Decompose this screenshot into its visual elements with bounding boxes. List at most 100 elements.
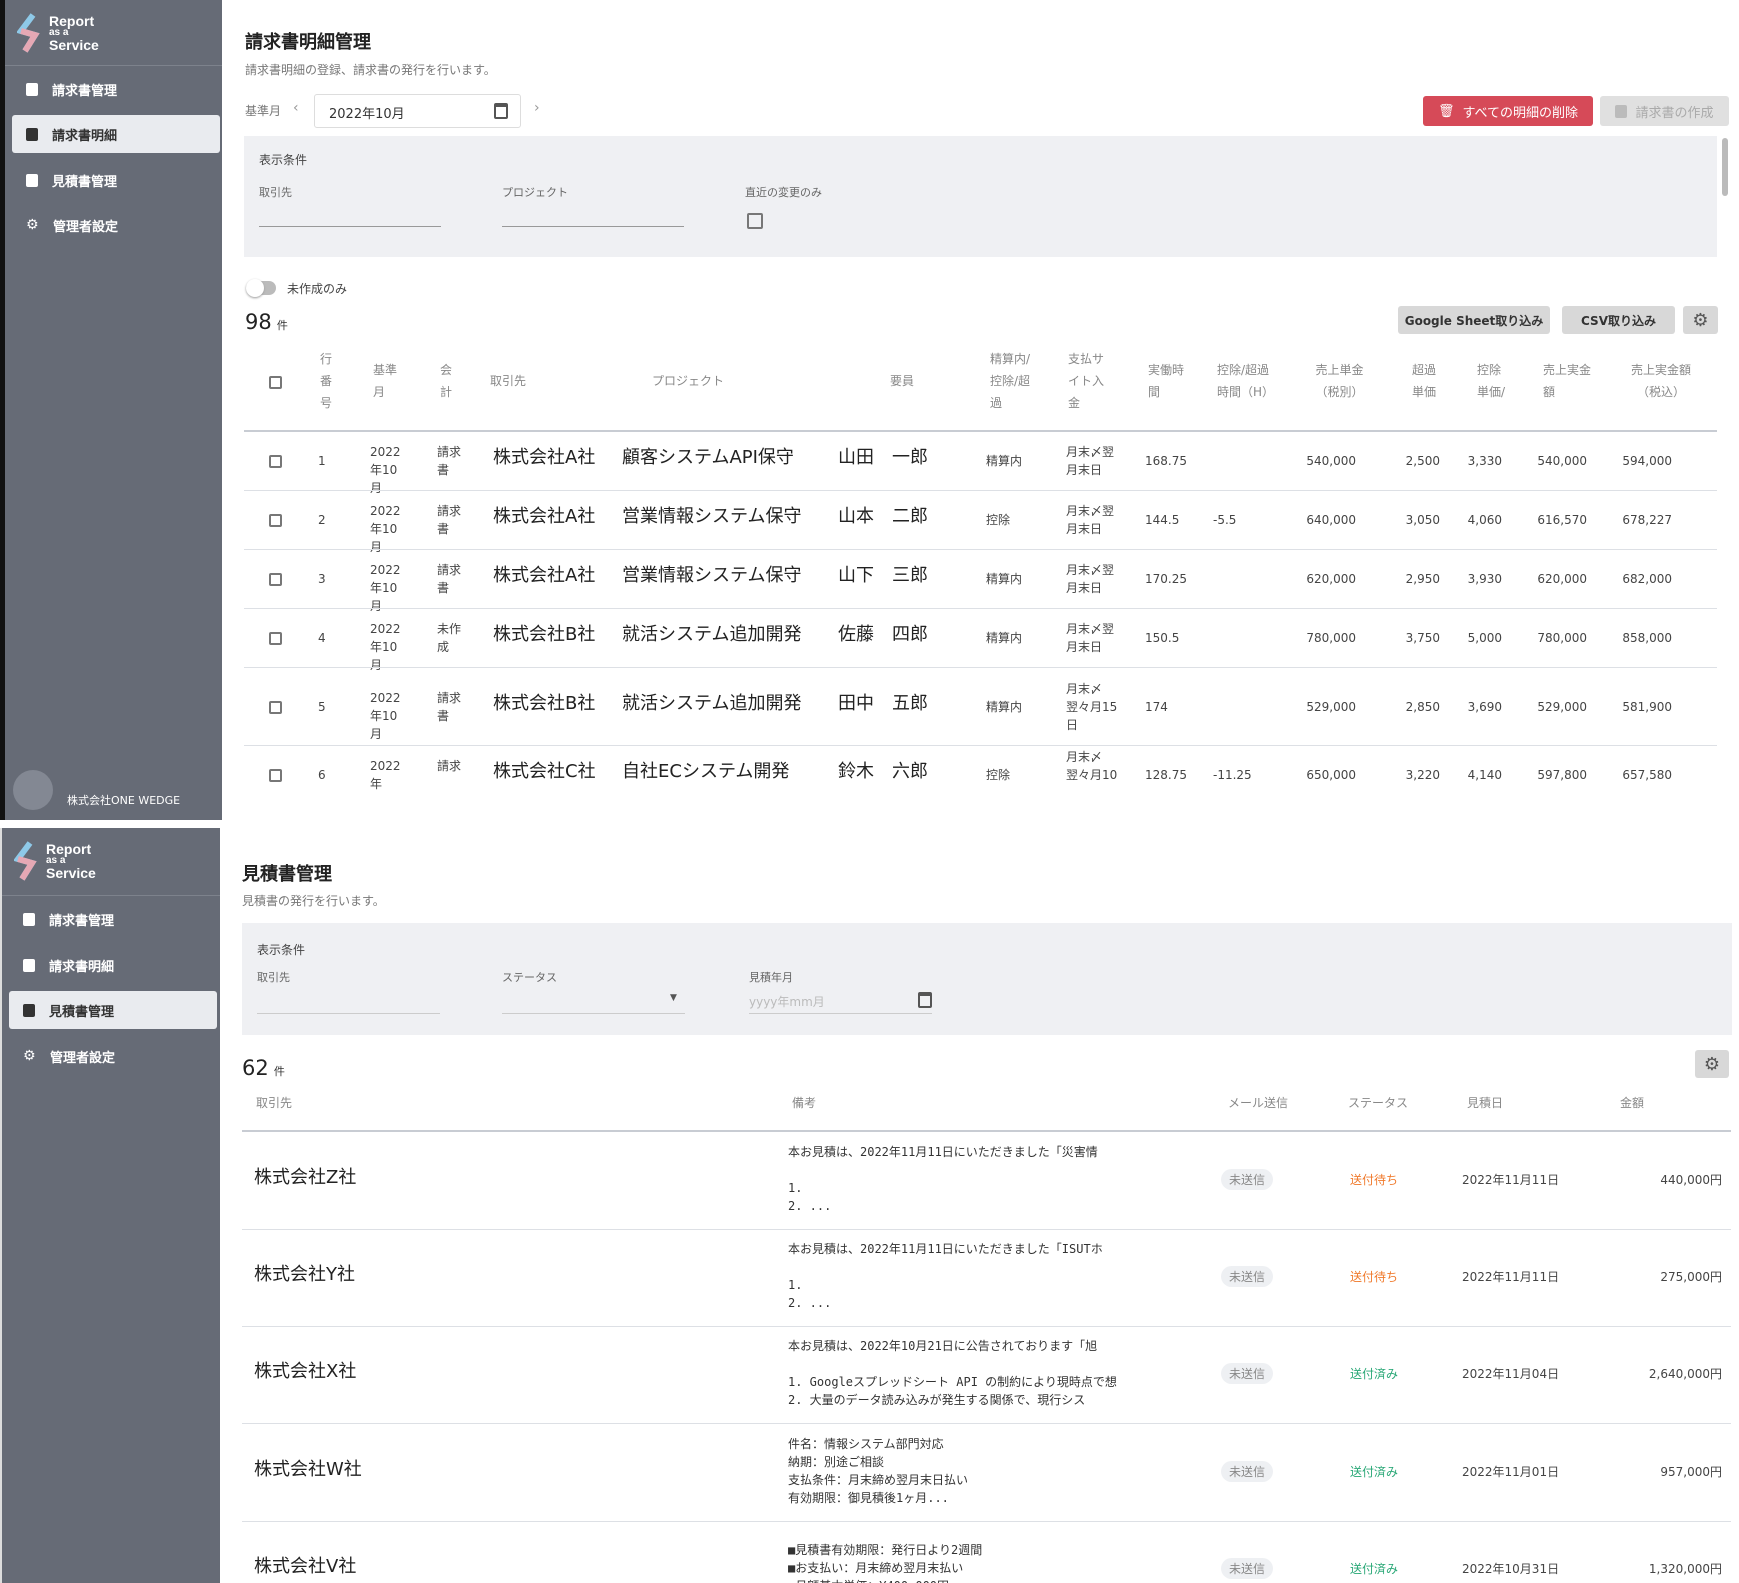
row-project: 営業情報システム保守	[622, 505, 802, 527]
row-work-hours: 144.5	[1145, 512, 1180, 527]
sidebar-item-label: 見積書管理	[52, 174, 118, 190]
column-header-unit-price[interactable]: 売上単金（税別）	[1315, 363, 1364, 399]
row-number: 3	[318, 571, 326, 586]
csv-import-button[interactable]: CSV取り込み	[1562, 306, 1675, 334]
column-header-date[interactable]: 見積日	[1467, 1096, 1504, 1110]
row-note: ■見積書有効期限：発行日より2週間 ■お支払い：月末締め翌月末払い ■月額基本単…	[788, 1542, 983, 1583]
row-settlement: 控除	[986, 768, 1011, 782]
calendar-icon[interactable]	[918, 992, 932, 1008]
google-sheet-import-button[interactable]: Google Sheet取り込み	[1398, 306, 1550, 334]
header-divider	[244, 430, 1717, 432]
row-checkbox[interactable]	[269, 769, 282, 782]
row-checkbox[interactable]	[269, 572, 282, 586]
row-over-rate: 3,220	[1405, 768, 1440, 782]
client-filter-input[interactable]	[259, 226, 441, 227]
column-header-diff-hours[interactable]: 控除/超過時間（H）	[1217, 363, 1275, 399]
document-icon	[23, 1003, 35, 1017]
column-header-member[interactable]: 要員	[890, 374, 915, 388]
sidebar-item-admin-settings[interactable]: ⚙ 管理者設定	[9, 1037, 217, 1075]
client-filter-label: 取引先	[259, 186, 292, 199]
column-header-sales-tax[interactable]: 売上実金額（税込）	[1630, 363, 1691, 399]
column-header-work-hours[interactable]: 実働時間	[1148, 363, 1185, 399]
row-over-rate: 2,500	[1405, 453, 1440, 468]
row-checkbox[interactable]	[269, 513, 282, 527]
column-header-accounting[interactable]: 会計	[440, 363, 453, 399]
delete-all-details-button[interactable]: 🗑 すべての明細の削除	[1423, 96, 1593, 126]
column-header-deduct-rate[interactable]: 控除単価/	[1477, 363, 1506, 399]
column-header-payment-site[interactable]: 支払サイト入金	[1068, 352, 1105, 410]
recent-only-checkbox[interactable]	[747, 213, 763, 229]
count-unit: 件	[276, 319, 288, 332]
sidebar-item-invoice-details[interactable]: 請求書明細	[9, 946, 217, 984]
row-deduct-rate: 5,000	[1467, 630, 1502, 645]
create-invoice-button[interactable]: 請求書の作成	[1600, 96, 1729, 126]
gear-icon: ⚙	[26, 216, 39, 233]
row-payment-site: 月末〆翌々月15日	[1066, 681, 1118, 732]
row-client: 株式会社B社	[493, 623, 596, 645]
sidebar-item-label: 請求書明細	[52, 128, 118, 144]
row-checkbox[interactable]	[269, 454, 282, 468]
status-label: 送付済み	[1350, 1561, 1399, 1576]
scrollbar[interactable]	[1722, 138, 1728, 196]
record-count: 98 件	[245, 310, 288, 334]
calendar-icon[interactable]	[494, 103, 508, 119]
column-header-month[interactable]: 基準月	[373, 363, 398, 399]
row-divider	[242, 1521, 1731, 1522]
sidebar-item-quotes[interactable]: 見積書管理	[12, 161, 220, 199]
sidebar-item-invoices[interactable]: 請求書管理	[9, 900, 217, 938]
select-all-checkbox[interactable]	[269, 376, 282, 389]
mail-status-badge: 未送信	[1221, 1265, 1274, 1287]
column-settings-button[interactable]: ⚙	[1695, 1050, 1729, 1078]
status-filter-select[interactable]	[502, 1013, 685, 1014]
prev-month-button[interactable]: ‹	[293, 100, 299, 116]
row-checkbox[interactable]	[269, 631, 282, 645]
sidebar-item-invoices[interactable]: 請求書管理	[12, 70, 220, 108]
row-date: 2022年10月31日	[1462, 1561, 1560, 1576]
row-unit-price: 620,000	[1306, 571, 1356, 586]
row-accounting: 請求書	[437, 444, 462, 477]
sidebar-item-admin-settings[interactable]: ⚙ 管理者設定	[12, 206, 220, 244]
row-payment-site: 月末〆翌月末日	[1066, 621, 1115, 654]
row-date: 2022年11月11日	[1462, 1269, 1560, 1284]
row-over-rate: 3,050	[1405, 512, 1440, 527]
month-picker[interactable]: 2022年10月	[314, 94, 521, 128]
client-filter-input[interactable]	[257, 1013, 440, 1014]
quotes-screen: Report as a Service 請求書管理 請求書明細 見積書管理 ⚙ 管理者…	[0, 828, 1739, 1583]
row-checkbox[interactable]	[269, 700, 282, 714]
sidebar-item-invoice-details[interactable]: 請求書明細	[12, 115, 220, 153]
row-sales-tax: 678,227	[1622, 512, 1672, 527]
column-header-mail[interactable]: メール送信	[1228, 1096, 1289, 1110]
sidebar-item-quotes[interactable]: 見積書管理	[9, 991, 217, 1029]
row-settlement: 控除	[986, 512, 1011, 527]
sidebar-item-label: 管理者設定	[50, 1050, 116, 1066]
column-header-settlement[interactable]: 精算内/控除/超過	[990, 352, 1031, 410]
column-header-row-number[interactable]: 行番号	[320, 352, 333, 410]
brand-line1: Report	[49, 13, 95, 29]
column-header-note[interactable]: 備考	[792, 1096, 817, 1110]
invoice-icon	[1615, 104, 1628, 118]
project-filter-input[interactable]	[502, 226, 684, 227]
row-client: 株式会社V社	[254, 1555, 357, 1577]
column-header-over-rate[interactable]: 超過単価	[1412, 363, 1437, 399]
sidebar-item-label: 請求書管理	[49, 913, 115, 929]
row-work-hours: 128.75	[1145, 768, 1187, 782]
column-header-client[interactable]: 取引先	[490, 374, 527, 388]
chevron-down-icon[interactable]: ▼	[670, 993, 677, 1003]
column-settings-button[interactable]: ⚙	[1683, 306, 1718, 334]
company-account[interactable]: 株式会社ONE WEDGE	[13, 770, 180, 810]
column-header-client[interactable]: 取引先	[256, 1096, 293, 1110]
uncreated-only-toggle[interactable]	[246, 279, 276, 297]
logo-icon	[17, 13, 40, 53]
column-header-amount[interactable]: 金額	[1620, 1096, 1645, 1110]
column-header-sales[interactable]: 売上実金額	[1543, 363, 1592, 399]
quote-month-input[interactable]: yyyy年mm月	[749, 995, 825, 1009]
next-month-button[interactable]: ›	[534, 100, 540, 116]
column-header-status[interactable]: ステータス	[1348, 1096, 1409, 1110]
row-date: 2022年11月01日	[1462, 1464, 1560, 1479]
button-label: CSV取り込み	[1581, 313, 1656, 328]
column-header-project[interactable]: プロジェクト	[652, 374, 725, 388]
sidebar: Report as a Service 請求書管理 請求書明細 見積書管理 ⚙ 管理者…	[0, 0, 222, 820]
sidebar: Report as a Service 請求書管理 請求書明細 見積書管理 ⚙ 管理者…	[0, 828, 220, 1583]
row-accounting: 請求書	[437, 503, 462, 536]
quote-month-underline	[749, 1013, 932, 1014]
